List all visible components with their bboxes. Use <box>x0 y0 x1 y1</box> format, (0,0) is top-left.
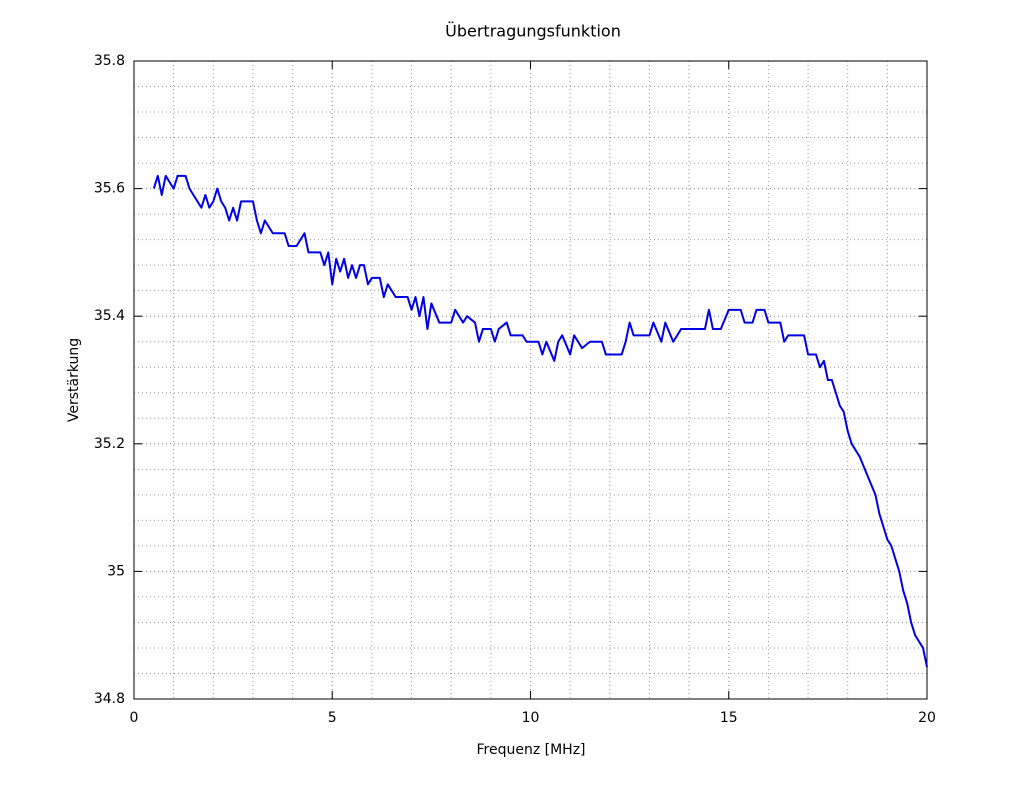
x-axis-label: Frequenz [MHz] <box>476 742 585 758</box>
y-tick-label: 35 <box>107 563 125 579</box>
y-tick-label: 35.4 <box>94 308 125 324</box>
x-tick-label: 15 <box>720 710 738 726</box>
y-tick-label: 34.8 <box>94 691 125 707</box>
x-tick-label: 0 <box>130 710 139 726</box>
x-tick-label: 20 <box>918 710 936 726</box>
y-tick-label: 35.6 <box>94 181 125 197</box>
x-tick-label: 10 <box>522 710 540 726</box>
y-tick-label: 35.2 <box>94 436 125 452</box>
plot-border <box>133 60 928 700</box>
chart-title: Übertragungsfunktion <box>445 22 621 41</box>
y-tick-label: 35.8 <box>94 53 125 69</box>
y-axis-label: Verstärkung <box>66 338 82 422</box>
data-line <box>152 174 928 668</box>
x-tick-label: 5 <box>328 710 337 726</box>
